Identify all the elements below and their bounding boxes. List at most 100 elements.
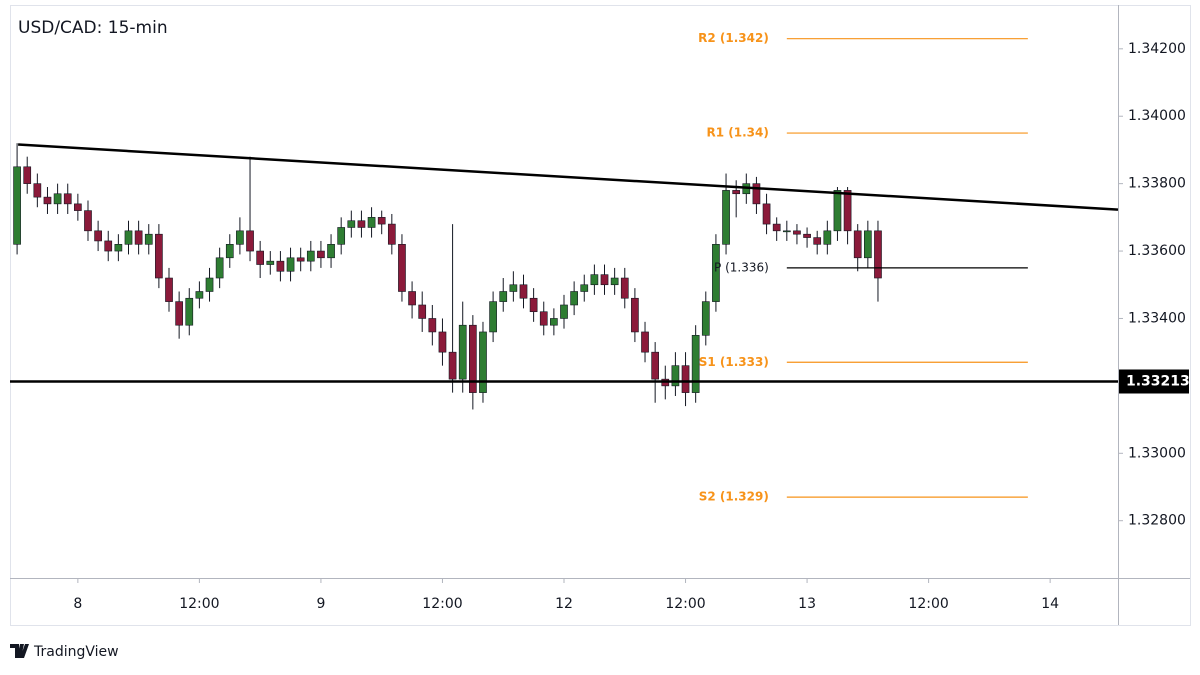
candle-body [306, 250, 315, 262]
candle-body [377, 217, 386, 225]
pivot-label: S2 (1.329) [699, 490, 769, 504]
candle-body [13, 166, 21, 245]
candle-body [479, 331, 487, 393]
x-tick-label: 12:00 [665, 596, 705, 612]
candle-body [782, 230, 791, 233]
candle-body [296, 257, 305, 262]
candle-body [722, 190, 730, 245]
pivot-label: S1 (1.333) [699, 355, 769, 369]
x-tick-label: 9 [316, 596, 325, 612]
candle-body [367, 217, 376, 228]
y-tick-label: 1.32800 [1128, 513, 1186, 529]
candle-body [863, 230, 872, 259]
x-tick-label: 13 [798, 596, 816, 612]
candle-body [266, 260, 275, 265]
frame [10, 5, 1191, 626]
candle-body [772, 223, 781, 232]
candle-body [256, 250, 265, 265]
brand-name: TradingView [33, 644, 119, 660]
candle-body [681, 365, 690, 393]
brand-logo: TradingView [10, 644, 119, 660]
candle-body [620, 277, 629, 299]
candle-body [337, 227, 346, 245]
candle-body [53, 193, 62, 205]
candle-body [144, 233, 153, 245]
candle-body [793, 230, 801, 235]
candle-body [469, 324, 477, 393]
candle-body [458, 324, 467, 380]
candle-body [843, 190, 852, 232]
x-tick-label: 12 [555, 596, 573, 612]
x-tick-label: 12:00 [179, 596, 219, 612]
candle-body [408, 291, 416, 306]
logo-mark [10, 644, 29, 658]
candle-body [418, 304, 427, 319]
candle-body [104, 240, 113, 252]
y-tick-label: 1.33400 [1128, 310, 1186, 326]
candle-body [813, 237, 822, 245]
candle-body [327, 244, 335, 259]
candle-body [185, 297, 194, 326]
candle-body [803, 233, 811, 238]
candle-body [752, 183, 761, 205]
candle-body [560, 304, 568, 319]
chart-title: USD/CAD: 15-min [18, 18, 168, 38]
candle-body [732, 190, 741, 195]
candle-body [43, 196, 52, 205]
candle-body [357, 220, 366, 228]
y-tick-label: 1.34200 [1128, 41, 1186, 57]
candle-body [853, 230, 862, 259]
candle-body [33, 183, 42, 198]
candle-body [195, 291, 204, 299]
candle-body [712, 244, 720, 302]
candle-body [509, 284, 518, 292]
candle-body [205, 277, 214, 292]
candle-body [84, 210, 92, 232]
candle-body [691, 335, 700, 393]
candle-body [428, 318, 437, 333]
candle-body [124, 230, 133, 245]
candle-body [387, 223, 396, 245]
candle-body [529, 297, 538, 313]
candle-body [590, 274, 599, 286]
x-tick-label: 12:00 [422, 596, 462, 612]
candle-body [874, 230, 882, 279]
candle-body [63, 193, 72, 205]
candle-body [762, 203, 771, 225]
candle-body [23, 166, 32, 184]
candle-body [94, 230, 102, 242]
candle-body [236, 230, 244, 245]
candle-body [539, 311, 548, 326]
candle-body [225, 244, 234, 259]
candle-body [823, 230, 832, 245]
x-tick-label: 8 [73, 596, 82, 612]
candle-body [317, 250, 325, 259]
candle-body [155, 233, 163, 279]
x-tick-label: 12:00 [908, 596, 948, 612]
candle-body [134, 230, 143, 245]
candle-body [165, 277, 173, 302]
candle-body [570, 291, 578, 306]
candle-body [246, 230, 254, 252]
candle-body [347, 220, 356, 228]
candle-body [631, 297, 639, 333]
candle-body [489, 301, 497, 333]
candle-body [651, 351, 659, 380]
pivot-label: R2 (1.342) [698, 31, 769, 45]
candle-body [398, 244, 406, 292]
candle-body [833, 190, 842, 232]
candle-body [175, 301, 183, 326]
price-label-box [1119, 369, 1189, 394]
pivot-label: P (1.336) [714, 260, 769, 274]
candle-body [276, 260, 285, 272]
candle-body [600, 274, 609, 286]
candle-body [448, 351, 457, 380]
trendline [18, 143, 1119, 211]
x-tick-label: 14 [1041, 596, 1059, 612]
candle-body [641, 331, 649, 353]
candle-body [671, 365, 680, 387]
price-label: 1.33213 [1126, 373, 1190, 389]
candle-body [610, 277, 619, 286]
y-tick-label: 1.33000 [1128, 445, 1186, 461]
y-tick-label: 1.33600 [1128, 243, 1186, 259]
